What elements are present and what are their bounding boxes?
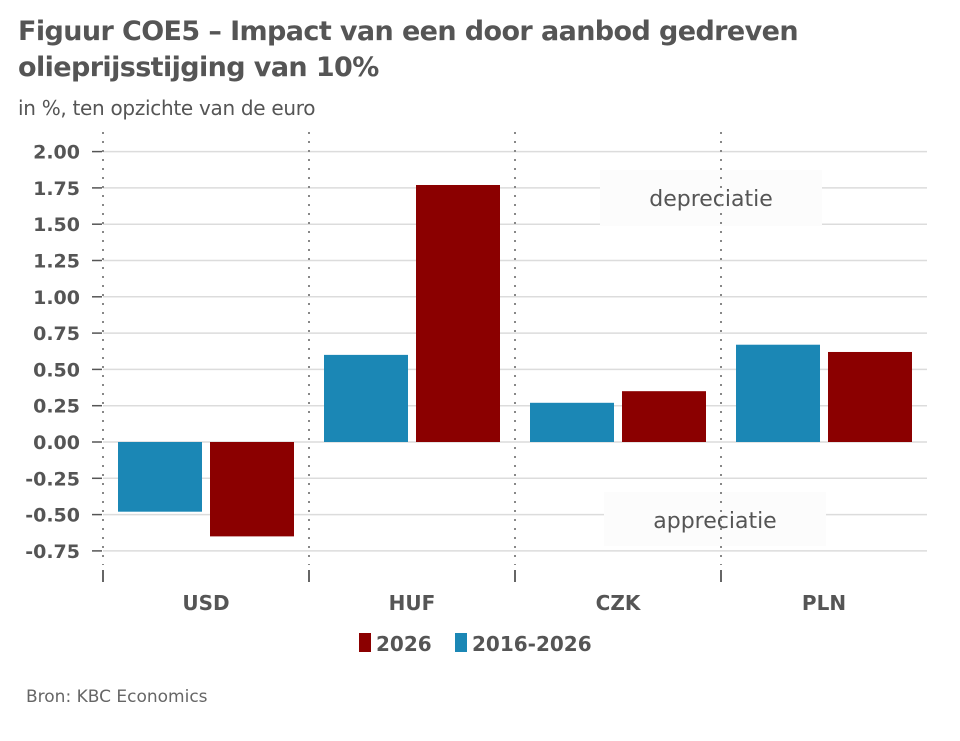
title-line-2: olieprijsstijging van 10%	[18, 52, 379, 83]
y-tick-label: 1.50	[33, 214, 80, 236]
x-tick-label: PLN	[802, 591, 846, 615]
y-tick-label: 1.00	[33, 287, 80, 309]
y-tick-label: -0.25	[25, 468, 80, 490]
bar-czk-2026	[622, 391, 706, 442]
bar-huf-2026	[416, 184, 500, 442]
legend-swatch-2026	[359, 633, 371, 652]
legend-label-2026: 2026	[376, 632, 432, 656]
bar-pln-2026	[828, 351, 912, 442]
y-tick-label: 0.50	[33, 359, 80, 381]
y-tick-label: 2.00	[33, 142, 80, 164]
y-tick-label: 1.75	[33, 178, 80, 200]
chart-subtitle: in %, ten opzichte van de euro	[18, 96, 316, 120]
y-tick-label: 0.00	[33, 432, 80, 454]
appreciatie-box	[604, 492, 826, 546]
legend-swatch-2016-2026	[455, 633, 467, 652]
x-tick-label: USD	[182, 591, 229, 615]
x-tick-label: HUF	[389, 591, 436, 615]
bar-usd-2016-2026	[118, 442, 202, 512]
y-tick-label: 0.25	[33, 396, 80, 418]
annotations: depreciatie appreciatie	[600, 170, 826, 546]
legend: 2026 2016-2026	[359, 632, 592, 656]
source-note: Bron: KBC Economics	[26, 687, 208, 707]
annotation-appreciatie: appreciatie	[653, 509, 776, 534]
bar-pln-2016-2026	[736, 344, 820, 442]
y-tick-label: 0.75	[33, 323, 80, 345]
annotation-depreciatie: depreciatie	[649, 187, 773, 212]
y-tick-label: -0.75	[25, 541, 80, 563]
y-axis: 2.00 1.75 1.50 1.25 1.00 0.75 0.50 0.25 0.00 -0.2…	[25, 142, 102, 563]
title-line-1: Figuur COE5 – Impact van een door aanbod…	[18, 16, 799, 47]
bar-czk-2016-2026	[530, 402, 614, 442]
bars	[118, 184, 912, 537]
category-separators	[102, 132, 722, 565]
depreciatie-box	[600, 170, 822, 226]
bar-usd-2026	[210, 442, 294, 537]
x-tick-label: CZK	[596, 591, 642, 615]
bar-huf-2016-2026	[324, 354, 408, 442]
y-tick-label: -0.50	[25, 505, 80, 527]
chart-title: Figuur COE5 – Impact van een door aanbod…	[18, 14, 948, 86]
x-axis: USD HUF CZK PLN	[102, 570, 846, 615]
legend-label-2016-2026: 2016-2026	[472, 632, 592, 656]
y-tick-label: 1.25	[33, 251, 80, 273]
